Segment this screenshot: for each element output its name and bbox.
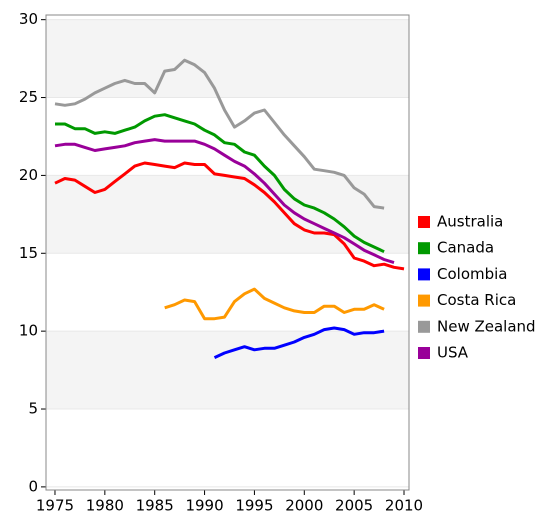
legend-swatch: [418, 294, 430, 307]
series-line: [213, 326, 385, 359]
plot-border: [45, 14, 410, 491]
legend-swatch: [418, 320, 430, 333]
y-tick-label: 10: [19, 322, 38, 340]
legend-swatch: [418, 347, 430, 359]
y-tick-label: 15: [19, 244, 38, 262]
series-line: [54, 138, 395, 265]
series-line: [54, 161, 405, 271]
y-tick-label: 5: [28, 400, 38, 418]
x-tick-label: 1980: [86, 497, 124, 515]
x-tick-label: 1975: [36, 497, 74, 515]
x-tick-label: 1985: [136, 497, 174, 515]
legend-label: Costa Rica: [437, 291, 516, 309]
grid-band: [46, 331, 409, 410]
x-tick-label: 2000: [285, 497, 323, 515]
series-line: [164, 287, 385, 321]
legend-swatch: [418, 268, 430, 281]
legend-label: New Zealand: [437, 317, 536, 335]
legend-label: USA: [437, 344, 469, 362]
y-tick-label: 20: [19, 166, 38, 184]
series-line: [55, 113, 385, 254]
series-line: [54, 58, 385, 210]
y-tick-label: 30: [19, 10, 38, 28]
y-tick-label: 0: [28, 477, 38, 495]
x-tick-label: 1995: [235, 497, 273, 515]
y-tick-label: 25: [19, 88, 38, 106]
legend-swatch: [418, 216, 430, 228]
legend-label: Colombia: [437, 265, 508, 283]
x-tick-label: 2005: [335, 497, 373, 515]
legend-label: Australia: [437, 213, 503, 231]
grid-band: [46, 19, 409, 98]
x-tick-label: 1990: [185, 497, 223, 515]
legend-swatch: [418, 242, 430, 255]
x-tick-label: 2010: [385, 497, 423, 515]
legend-label: Canada: [437, 239, 494, 257]
